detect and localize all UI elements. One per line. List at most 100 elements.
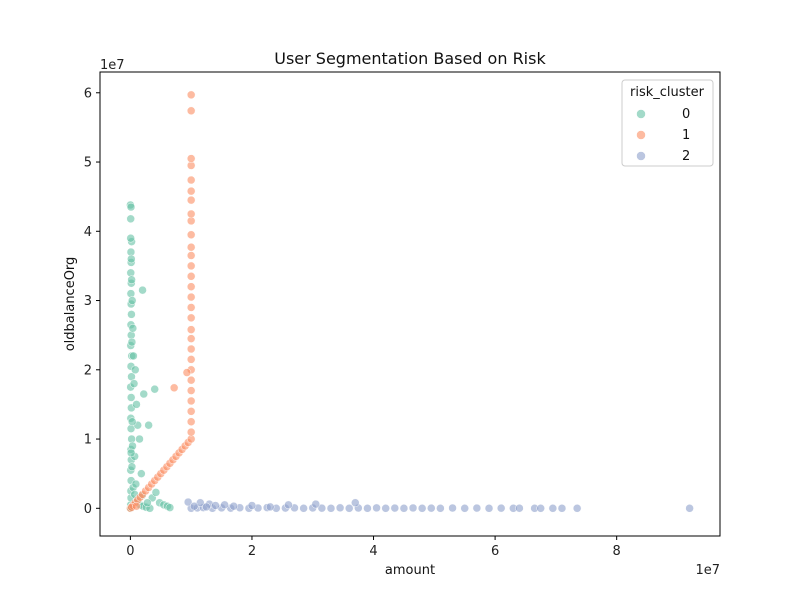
point-series-1-29 xyxy=(186,355,196,364)
point-series-2-22 xyxy=(381,504,390,513)
y-tick-label: 1 xyxy=(84,433,92,448)
points-layer xyxy=(126,90,694,513)
point-series-1-45 xyxy=(186,186,196,196)
point-series-2-47 xyxy=(311,499,321,509)
y-tick-label: 0 xyxy=(84,502,92,517)
point-series-1-26 xyxy=(186,386,196,395)
point-series-2-53 xyxy=(229,501,238,511)
point-series-0-68 xyxy=(126,448,136,458)
point-series-2-27 xyxy=(427,503,436,513)
series-1 xyxy=(126,90,196,513)
point-series-2-17 xyxy=(335,503,345,513)
point-series-1-51 xyxy=(169,383,179,393)
point-series-0-32 xyxy=(128,323,138,333)
point-series-2-35 xyxy=(515,503,524,513)
point-series-0-66 xyxy=(127,337,137,347)
point-series-0-45 xyxy=(127,462,137,471)
point-series-1-46 xyxy=(186,175,196,185)
point-series-0-59 xyxy=(143,498,152,508)
point-series-0-38 xyxy=(135,434,144,444)
point-series-0-67 xyxy=(126,233,135,243)
y-axis-label: oldbalanceOrg xyxy=(63,257,78,352)
point-series-1-24 xyxy=(186,407,196,416)
x-axis: 0 2 4 6 8 xyxy=(126,536,621,559)
point-series-2-23 xyxy=(390,503,400,513)
legend-label-0: 0 xyxy=(682,107,690,122)
point-series-2-40 xyxy=(572,504,582,513)
point-series-2-21 xyxy=(372,503,381,513)
legend-entries: 0 1 2 xyxy=(636,107,690,164)
point-series-1-50 xyxy=(186,90,196,100)
point-series-1-38 xyxy=(186,261,196,271)
y-tick-label: 4 xyxy=(84,225,92,240)
point-series-1-25 xyxy=(186,396,196,406)
y-axis: 0 1 2 3 4 5 6 xyxy=(84,86,100,517)
chart-title: User Segmentation Based on Risk xyxy=(274,49,546,68)
legend-box xyxy=(621,79,714,167)
point-series-2-30 xyxy=(460,504,469,513)
point-series-2-48 xyxy=(351,498,360,508)
point-series-0-63 xyxy=(127,417,137,426)
point-series-1-43 xyxy=(186,209,196,219)
point-series-0-22 xyxy=(126,289,136,298)
point-series-2-44 xyxy=(220,500,229,510)
legend-label-2: 2 xyxy=(682,149,690,164)
point-series-1-30 xyxy=(186,344,196,354)
point-series-1-54 xyxy=(132,501,141,511)
point-series-1-39 xyxy=(186,251,196,260)
point-series-1-41 xyxy=(186,230,196,239)
point-series-0-44 xyxy=(128,441,137,451)
point-series-0-40 xyxy=(138,285,147,295)
legend: risk_cluster 0 1 2 xyxy=(621,79,714,167)
legend-label-1: 1 xyxy=(682,128,690,143)
point-series-1-36 xyxy=(186,282,196,291)
point-series-1-37 xyxy=(186,272,196,281)
point-series-1-33 xyxy=(186,313,196,323)
point-series-2-46 xyxy=(284,500,293,510)
point-series-1-44 xyxy=(186,195,196,205)
point-series-2-24 xyxy=(399,504,409,513)
point-series-0-42 xyxy=(150,384,159,394)
point-series-0-12 xyxy=(126,393,136,402)
point-series-2-37 xyxy=(536,504,545,513)
legend-marker-2 xyxy=(636,151,646,161)
point-series-0-65 xyxy=(127,254,136,264)
point-series-2-51 xyxy=(202,502,211,512)
point-series-1-27 xyxy=(186,375,196,385)
point-series-2-28 xyxy=(436,504,445,513)
point-series-1-22 xyxy=(186,427,196,437)
point-series-0-30 xyxy=(126,202,136,212)
point-series-0-41 xyxy=(139,389,149,399)
point-series-0-58 xyxy=(165,503,175,512)
x-axis-label: amount xyxy=(385,563,435,578)
point-series-1-48 xyxy=(186,154,196,163)
plot-frame xyxy=(99,71,721,537)
point-series-1-49 xyxy=(186,106,196,116)
point-series-0-34 xyxy=(129,379,139,388)
point-series-1-23 xyxy=(186,417,196,426)
point-series-2-38 xyxy=(548,504,558,513)
point-series-1-40 xyxy=(186,242,196,252)
point-series-2-15 xyxy=(317,503,327,513)
point-series-2-20 xyxy=(363,504,372,513)
series-2 xyxy=(183,497,694,513)
point-series-0-43 xyxy=(144,420,153,430)
point-series-2-49 xyxy=(183,497,193,507)
point-series-1-34 xyxy=(186,303,196,312)
point-series-2-52 xyxy=(211,501,220,510)
legend-marker-1 xyxy=(636,130,646,140)
point-series-2-16 xyxy=(326,504,336,513)
point-series-0-61 xyxy=(131,479,141,489)
point-series-2-39 xyxy=(557,504,567,513)
point-series-1-35 xyxy=(186,292,196,302)
x-scale-label: 1e7 xyxy=(695,563,720,578)
point-series-0-36 xyxy=(132,400,141,409)
y-tick-label: 5 xyxy=(84,156,92,171)
legend-title: risk_cluster xyxy=(630,85,705,100)
x-tick-label: 4 xyxy=(369,544,377,559)
point-series-2-54 xyxy=(265,502,275,512)
point-series-0-33 xyxy=(129,351,138,361)
y-tick-label: 3 xyxy=(84,294,92,309)
point-series-0-20 xyxy=(127,310,136,319)
